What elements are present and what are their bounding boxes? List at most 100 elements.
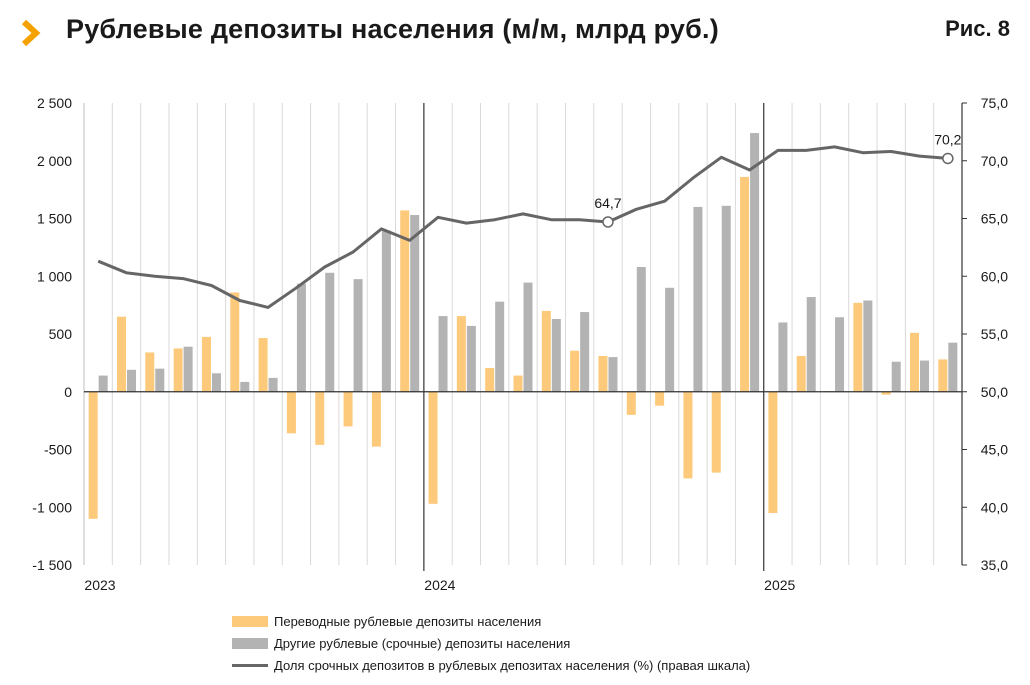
legend-label-share: Доля срочных депозитов в рублевых депози… [274, 657, 751, 673]
bar-transfer [371, 391, 381, 447]
bar-transfer [116, 316, 126, 392]
line-layer: 64,7 70,2 [97, 131, 962, 309]
bar-transfer [711, 391, 721, 473]
bar-term [580, 312, 590, 392]
y-left-tick-label: -1 000 [32, 499, 72, 515]
bar-transfer [513, 375, 523, 392]
bar-transfer [938, 359, 948, 392]
legend-swatch-share [232, 663, 268, 667]
legend-item-transfer: Переводные рублевые депозиты населения [232, 610, 750, 632]
bar-transfer [173, 348, 183, 392]
bar-term [410, 215, 420, 392]
x-tick-label: 2025 [764, 577, 795, 593]
axes-layer [83, 102, 967, 571]
bar-term [495, 301, 505, 392]
bar-transfer [428, 391, 438, 504]
bar-term [381, 230, 391, 392]
bar-transfer [456, 316, 466, 392]
annotation-label: 70,2 [934, 131, 961, 147]
bar-term [920, 360, 930, 392]
bar-transfer [768, 391, 778, 514]
bar-transfer [343, 391, 353, 427]
bar-transfer [315, 391, 325, 445]
bar-transfer [258, 338, 268, 392]
bar-transfer [400, 210, 410, 392]
bar-transfer [286, 391, 296, 434]
y-right-tick-label: 55,0 [981, 326, 1008, 342]
bars-layer [88, 133, 958, 519]
bar-term [636, 267, 646, 392]
bar-transfer [881, 391, 891, 395]
bar-term [438, 316, 448, 392]
bar-transfer [655, 391, 665, 406]
bar-term [665, 287, 675, 392]
y-left-tick-label: 2 500 [37, 95, 72, 111]
bar-transfer [541, 310, 551, 392]
deposits-chart: 64,7 70,2 2 500 2 000 1 500 1 000 500 0 -500 -1 … [32, 95, 1008, 593]
bar-transfer [796, 355, 806, 392]
bar-term [240, 381, 250, 392]
bar-term [98, 375, 108, 392]
y-right-tick-label: 40,0 [981, 499, 1008, 515]
y-left-tick-label: 0 [64, 384, 72, 400]
bar-term [296, 283, 306, 392]
y-right-tick-label: 65,0 [981, 211, 1008, 227]
x-tick-label: 2024 [424, 577, 455, 593]
tick-labels: 2 500 2 000 1 500 1 000 500 0 -500 -1 000 -1 500… [32, 95, 1008, 593]
y-left-tick-label: 500 [49, 326, 73, 342]
bar-term [155, 368, 165, 392]
bar-term [551, 318, 561, 392]
bar-term [891, 361, 901, 392]
bar-transfer [485, 368, 495, 392]
bar-term [835, 317, 845, 392]
bar-term [608, 357, 618, 392]
y-right-tick-label: 60,0 [981, 268, 1008, 284]
bar-term [523, 282, 533, 392]
bar-transfer [570, 350, 580, 392]
bar-term [353, 279, 363, 392]
bar-term [126, 369, 136, 392]
bar-term [183, 346, 193, 392]
y-right-tick-label: 75,0 [981, 95, 1008, 111]
bar-transfer [201, 336, 211, 392]
legend-swatch-term [232, 637, 268, 649]
annotation-label: 64,7 [594, 195, 621, 211]
bar-term [693, 206, 703, 392]
bar-term [325, 272, 335, 392]
bar-term [750, 133, 760, 392]
annotation-marker [602, 216, 614, 228]
legend-swatch-transfer [232, 615, 268, 627]
bar-transfer [683, 391, 693, 479]
y-left-tick-label: -500 [44, 442, 72, 458]
bar-transfer [853, 302, 863, 392]
x-tick-label: 2023 [84, 577, 115, 593]
legend-item-term: Другие рублевые (срочные) депозиты насел… [232, 632, 750, 654]
bar-term [863, 300, 873, 392]
legend-item-share: Доля срочных депозитов в рублевых депози… [232, 654, 750, 676]
bar-transfer [145, 352, 155, 392]
bar-term [806, 297, 816, 392]
legend-label-transfer: Переводные рублевые депозиты населения [274, 613, 542, 629]
vertical-gridlines [111, 103, 935, 565]
annotation-marker [942, 152, 954, 165]
y-left-tick-label: 1 000 [37, 268, 72, 284]
bar-term [268, 377, 278, 392]
bar-term [466, 325, 476, 392]
chart-title: Рублевые депозиты населения (м/м, млрд р… [66, 14, 719, 44]
y-right-tick-label: 45,0 [981, 442, 1008, 458]
bar-transfer [88, 391, 98, 519]
figure-label: Рис. 8 [945, 16, 1010, 41]
y-right-tick-label: 35,0 [981, 557, 1008, 573]
chevron-right-icon [21, 19, 41, 47]
y-right-tick-label: 50,0 [981, 384, 1008, 400]
chart-header: Рублевые депозиты населения (м/м, млрд р… [0, 0, 1030, 70]
bar-transfer [740, 176, 750, 392]
bar-term [211, 373, 221, 392]
bar-transfer [230, 292, 240, 392]
y-left-tick-label: -1 500 [32, 557, 72, 573]
bar-term [778, 322, 788, 392]
legend: Переводные рублевые депозиты населения Д… [232, 610, 750, 676]
legend-label-term: Другие рублевые (срочные) депозиты насел… [274, 635, 571, 651]
bar-transfer [626, 391, 636, 415]
y-left-tick-label: 1 500 [37, 211, 72, 227]
